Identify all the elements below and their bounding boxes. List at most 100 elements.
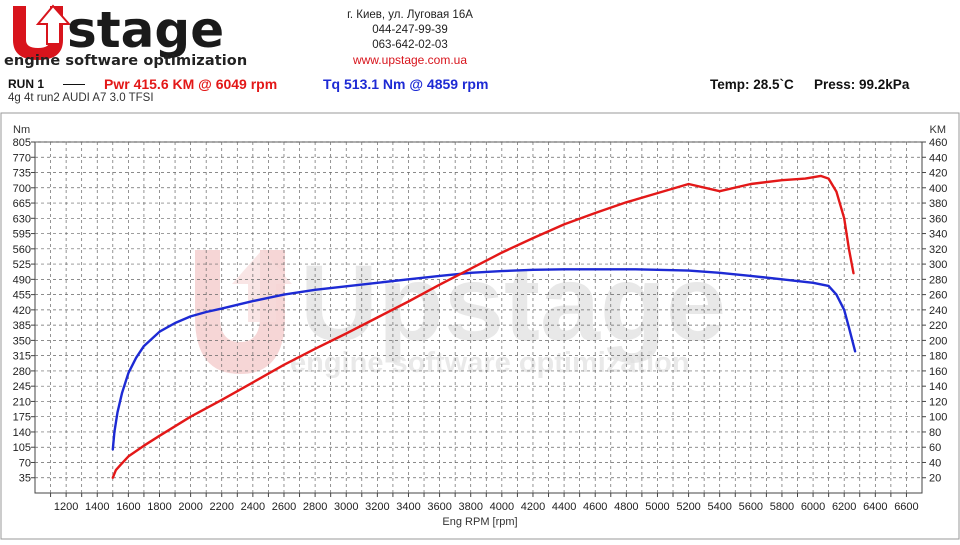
x-tick-label: 6200 — [832, 501, 856, 513]
y-tick-label-left: 455 — [13, 290, 31, 302]
contact-block: г. Киев, ул. Луговая 16А 044-247-99-39 0… — [330, 8, 490, 68]
upstage-logo: stage — [13, 1, 224, 60]
x-tick-label: 2200 — [209, 501, 233, 513]
y-tick-label-left: 280 — [13, 366, 31, 378]
y-tick-label-left: 805 — [13, 137, 31, 149]
y-tick-label-right: 140 — [929, 381, 947, 393]
x-tick-label: 6400 — [863, 501, 887, 513]
y-tick-label-left: 665 — [13, 198, 31, 210]
dyno-chart-svg: Upstage engine software optimization 35 7… — [0, 112, 960, 540]
y-tick-label-right: 180 — [929, 351, 947, 363]
y-axis-right: 20 40 60 80 100 120 140 160 180 200 220 240 260 280 30… — [922, 137, 947, 485]
x-tick-label: 4600 — [583, 501, 607, 513]
y-tick-label-left: 490 — [13, 274, 31, 286]
x-tick-label: 1400 — [85, 501, 109, 513]
logo-wordmark: stage — [67, 1, 224, 59]
y-axis-left: 35 70 105 140 175 210 245 280 315 350 385 420 455 490… — [13, 137, 35, 485]
chart-watermark: Upstage engine software optimization — [195, 242, 726, 379]
y-tick-label-right: 240 — [929, 305, 947, 317]
y-tick-label-left: 595 — [13, 229, 31, 241]
x-tick-label: 5000 — [645, 501, 669, 513]
chart-series — [111, 174, 857, 479]
torque-summary: Tq 513.1 Nm @ 4859 rpm — [323, 76, 489, 92]
website-link[interactable]: www.upstage.com.ua — [352, 53, 468, 67]
y-tick-label-right: 200 — [929, 335, 947, 347]
y-tick-label-left: 630 — [13, 213, 31, 225]
x-tick-label: 5400 — [707, 501, 731, 513]
x-tick-label: 2800 — [303, 501, 327, 513]
x-tick-label: 5800 — [770, 501, 794, 513]
x-tick-label: 2000 — [178, 501, 202, 513]
y-tick-label-left: 350 — [13, 335, 31, 347]
dyno-chart: Upstage engine software optimization 35 7… — [0, 112, 960, 540]
watermark-wordmark: Upstage — [300, 242, 726, 363]
y-tick-label-right: 320 — [929, 244, 947, 256]
run-legend-line — [63, 84, 85, 85]
y-tick-label-left: 35 — [19, 473, 31, 485]
y-tick-label-left: 385 — [13, 320, 31, 332]
x-tick-label: 1600 — [116, 501, 140, 513]
x-tick-label: 1800 — [147, 501, 171, 513]
y-tick-label-right: 60 — [929, 442, 941, 454]
y-tick-label-right: 440 — [929, 152, 947, 164]
y-tick-label-left: 420 — [13, 305, 31, 317]
x-tick-label: 4400 — [552, 501, 576, 513]
phone-2: 063-642-02-03 — [372, 39, 448, 51]
pressure-readout: Press: 99.2kPa — [814, 77, 910, 92]
x-tick-label: 5200 — [676, 501, 700, 513]
power-summary: Pwr 415.6 KM @ 6049 rpm — [104, 76, 278, 92]
y-tick-label-left: 70 — [19, 457, 31, 469]
x-tick-label: 2400 — [241, 501, 265, 513]
y-tick-label-right: 380 — [929, 198, 947, 210]
y-tick-label-left: 105 — [13, 442, 31, 454]
y-axis-right-unit: KM — [930, 124, 947, 136]
y-tick-label-left: 735 — [13, 168, 31, 180]
y-tick-label-right: 360 — [929, 213, 947, 225]
address: г. Киев, ул. Луговая 16А — [347, 9, 473, 21]
x-tick-label: 6600 — [894, 501, 918, 513]
x-axis-label: Eng RPM [rpm] — [442, 516, 517, 528]
y-tick-label-right: 100 — [929, 412, 947, 424]
run-description: 4g 4t run2 AUDI A7 3.0 TFSI — [8, 92, 154, 104]
y-axis-left-unit: Nm — [13, 124, 30, 136]
phone-1: 044-247-99-39 — [372, 24, 448, 36]
x-tick-label: 3800 — [458, 501, 482, 513]
series-line-tq — [111, 268, 857, 451]
x-tick-label: 4200 — [521, 501, 545, 513]
x-tick-label: 1200 — [54, 501, 78, 513]
series-line-pwr — [111, 174, 855, 479]
chart-frame — [0, 112, 960, 540]
y-tick-label-left: 560 — [13, 244, 31, 256]
x-tick-label: 3000 — [334, 501, 358, 513]
y-tick-label-left: 315 — [13, 351, 31, 363]
plot-area — [34, 141, 923, 494]
y-tick-label-right: 80 — [929, 427, 941, 439]
x-axis: 1200 1400 1600 1800 2000 2200 2400 2600 2800 3000… — [50, 493, 919, 513]
y-tick-label-right: 220 — [929, 320, 947, 332]
x-tick-label: 3200 — [365, 501, 389, 513]
y-tick-label-left: 210 — [13, 396, 31, 408]
watermark-slogan: engine software optimization — [290, 347, 690, 379]
run-label: RUN 1 — [8, 77, 45, 91]
x-tick-label: 6000 — [801, 501, 825, 513]
y-tick-label-right: 420 — [929, 168, 947, 180]
y-tick-label-left: 140 — [13, 427, 31, 439]
y-tick-label-right: 340 — [929, 229, 947, 241]
temperature-readout: Temp: 28.5`C — [710, 77, 794, 92]
y-tick-label-right: 260 — [929, 290, 947, 302]
x-tick-label: 4800 — [614, 501, 638, 513]
y-tick-label-left: 175 — [13, 412, 31, 424]
x-tick-label: 2600 — [272, 501, 296, 513]
y-tick-label-right: 160 — [929, 366, 947, 378]
y-tick-label-right: 460 — [929, 137, 947, 149]
x-tick-label: 3400 — [396, 501, 420, 513]
y-tick-label-right: 300 — [929, 259, 947, 271]
y-tick-label-left: 700 — [13, 183, 31, 195]
y-tick-label-right: 400 — [929, 183, 947, 195]
y-tick-label-right: 280 — [929, 274, 947, 286]
x-tick-label: 5600 — [739, 501, 763, 513]
y-tick-label-right: 120 — [929, 396, 947, 408]
x-tick-label: 4000 — [490, 501, 514, 513]
y-tick-label-left: 525 — [13, 259, 31, 271]
y-tick-label-right: 20 — [929, 473, 941, 485]
